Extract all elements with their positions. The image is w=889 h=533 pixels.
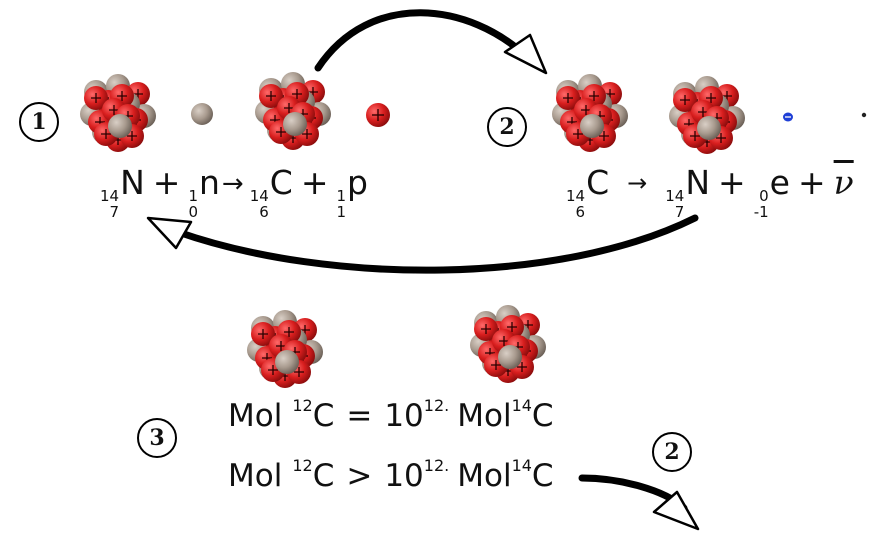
plus-charge-icon [109, 105, 119, 115]
nitrogen-14-isotope: 14 7 N [100, 163, 145, 221]
plus-charge-icon [117, 91, 127, 101]
plus-charge-icon [481, 324, 491, 334]
plus-charge-icon [300, 325, 310, 335]
plus-charge-icon [266, 91, 276, 101]
plus-charge-icon [268, 365, 278, 375]
neutron-sphere [580, 114, 604, 138]
step-3-label: 3 [137, 418, 177, 458]
nitrogen-14-nucleus-step2 [669, 76, 745, 154]
step-2-bottom-label: 2 [652, 432, 692, 472]
neutron-sphere [108, 114, 132, 138]
plus-charge-icon [523, 320, 533, 330]
reaction-1-equation: 14 7 N +1 0 n→ 14 6 C +1 1 p [100, 166, 368, 220]
plus-charge-icon [605, 89, 615, 99]
nitrogen-14-isotope: 14 7 N [665, 163, 711, 221]
plus-charge-icon [284, 103, 294, 113]
neutron-sphere [697, 116, 721, 140]
carbon-14-nucleus [255, 72, 331, 150]
top-cycle-arrow [314, 9, 532, 72]
plus-charge-icon [563, 93, 573, 103]
antineutrino-symbol: ν [833, 163, 854, 202]
plus-charge-icon [302, 129, 312, 139]
step-1-label: 1 [19, 102, 59, 142]
electron-particle [783, 112, 793, 122]
plus-charge-icon [133, 89, 143, 99]
plus-charge-icon [706, 93, 716, 103]
plus-charge-icon [680, 95, 690, 105]
decay-arrowhead [652, 490, 700, 531]
plus-charge-icon [581, 105, 591, 115]
plus-charge-icon [690, 131, 700, 141]
reaction-arrow: → [627, 169, 648, 198]
isotope-ratio-greater: Mol 12C >1012. Mol14C [228, 456, 554, 495]
plus-charge-icon [101, 129, 111, 139]
plus-charge-icon [284, 327, 294, 337]
plus-charge-icon [91, 93, 101, 103]
plus-charge-icon [698, 107, 708, 117]
nitrogen-14-nucleus [80, 74, 156, 152]
plus-charge-icon [294, 367, 304, 377]
electron-symbol: 0 -1 e [753, 163, 790, 221]
reaction-2-equation: 14 6 C → 14 7 N +0 -1 e + ν [566, 166, 854, 220]
neutron-sphere [283, 112, 307, 136]
bottom-cycle-arrow [174, 214, 699, 274]
carbon-14-nucleus-ratio [470, 305, 546, 383]
plus-charge-icon [276, 341, 286, 351]
plus-charge-icon [517, 362, 527, 372]
plus-charge-icon [258, 329, 268, 339]
plus-charge-icon [716, 133, 726, 143]
reaction-arrow: → [221, 168, 244, 199]
plus-sign: + [300, 163, 329, 202]
carbon-14-nucleus-step2 [552, 74, 628, 152]
plus-sign: + [152, 163, 181, 202]
isotope-ratio-equal: Mol 12C = 1012. Mol14C [228, 396, 554, 435]
neutron-sphere [498, 345, 522, 369]
plus-charge-icon [722, 91, 732, 101]
plus-charge-icon [127, 131, 137, 141]
plus-charge-icon [589, 91, 599, 101]
neutron-sphere [275, 350, 299, 374]
plus-sign: + [797, 163, 826, 202]
plus-charge-icon [573, 129, 583, 139]
plus-charge-icon [499, 336, 509, 346]
carbon-12-nucleus [247, 310, 323, 388]
plus-sign: + [718, 163, 746, 202]
plus-charge-icon [308, 87, 318, 97]
bottom-cycle-arrowhead [146, 216, 193, 250]
plus-charge-icon [491, 360, 501, 370]
neutron-particle [191, 103, 213, 125]
carbon-14-isotope: 14 6 C [249, 163, 293, 221]
carbon-14-isotope: 14 6 C [566, 163, 610, 221]
plus-charge-icon [599, 131, 609, 141]
top-cycle-arrowhead [503, 33, 548, 75]
plus-charge-icon [507, 322, 517, 332]
antineutrino-particle [861, 112, 867, 118]
plus-charge-icon [276, 127, 286, 137]
plus-charge-icon [292, 89, 302, 99]
proton-particle [366, 103, 390, 127]
step-2-label: 2 [487, 107, 527, 147]
